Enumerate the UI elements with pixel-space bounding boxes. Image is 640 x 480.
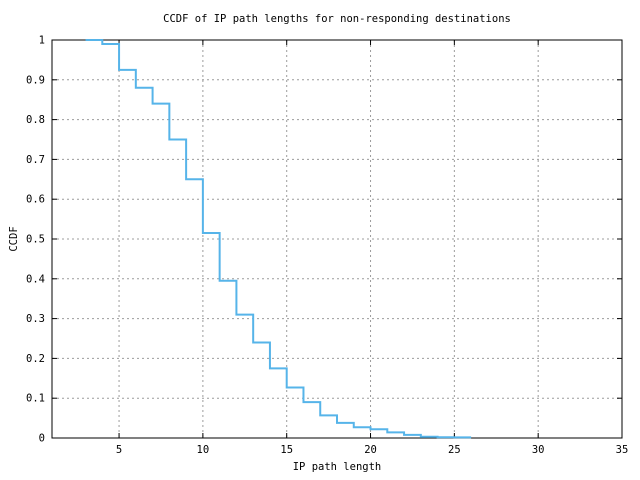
x-axis-label: IP path length [292,461,382,473]
y-tick-label: 0.9 [26,74,45,86]
y-tick-label: 0.4 [26,273,45,285]
x-tick-label: 5 [116,444,122,456]
x-tick-label: 10 [197,444,210,456]
x-tick-label: 30 [532,444,545,456]
y-tick-label: 1 [39,35,45,47]
y-tick-label: 0.7 [26,154,45,166]
y-tick-label: 0.6 [26,194,45,206]
x-tick-label: 25 [448,444,461,456]
y-tick-label: 0.2 [26,353,45,365]
y-tick-label: 0.5 [26,234,45,246]
x-tick-label: 35 [616,444,629,456]
chart-title: CCDF of IP path lengths for non-respondi… [163,13,511,25]
x-tick-label: 20 [364,444,377,456]
y-tick-label: 0 [39,433,45,445]
y-tick-label: 0.8 [26,114,45,126]
y-tick-label: 0.3 [26,313,45,325]
y-axis-label: CCDF [8,226,20,252]
ccdf-step-curve [85,39,472,439]
x-tick-label: 15 [280,444,293,456]
y-tick-label: 0.1 [26,393,45,405]
